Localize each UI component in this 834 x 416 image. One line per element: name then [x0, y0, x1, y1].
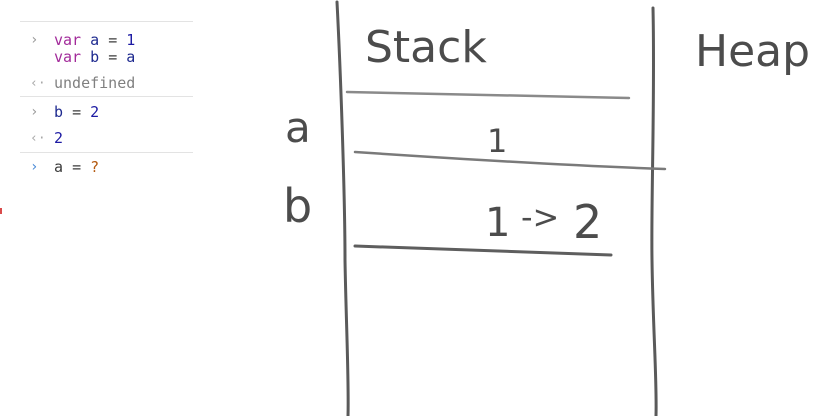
code-line: var b = a [54, 48, 136, 66]
scroll-marker [0, 208, 2, 214]
heap-label: Heap [695, 26, 810, 77]
result-value: undefined [54, 74, 136, 92]
whiteboard-canvas: Stack Heap a b 1 1 -> 2 [283, 0, 810, 416]
result-arrow-icon: ‹· [30, 131, 46, 146]
stack-row-line [353, 150, 667, 171]
cell-b-new-value: 2 [573, 195, 602, 249]
console-entry-result: ‹· 2 [30, 130, 195, 147]
code-line: var a = 1 [54, 31, 136, 49]
console-panel: › var a = 1 var b = a ‹· undefined › b =… [0, 0, 195, 416]
whiteboard: Stack Heap a b 1 1 -> 2 [195, 0, 834, 416]
prompt-chevron-icon: › [30, 104, 39, 120]
prompt-chevron-icon: › [30, 159, 39, 175]
console-entry-input[interactable]: › var a = 1 var b = a [30, 32, 195, 68]
console-separator [20, 96, 193, 97]
cell-b-old-value: 1 [485, 200, 510, 246]
console-prompt-input[interactable]: › a = ? [30, 159, 195, 176]
stack-row-line [345, 90, 631, 100]
cell-b-arrow: -> [521, 198, 559, 236]
result-value: 2 [54, 129, 64, 147]
row-label-b: b [283, 179, 312, 233]
code-line: b = 2 [54, 103, 100, 121]
stack-left-border [335, 0, 350, 416]
row-label-a: a [285, 103, 311, 152]
console-entry-input[interactable]: › b = 2 [30, 104, 195, 121]
result-arrow-icon: ‹· [30, 76, 46, 91]
code-line: a = ? [54, 158, 100, 176]
prompt-chevron-icon: › [30, 32, 39, 48]
stack-right-border [650, 6, 658, 416]
console-entry-result: ‹· undefined [30, 75, 195, 92]
console-separator [20, 152, 193, 153]
cell-a-value: 1 [487, 122, 507, 160]
stack-label: Stack [365, 22, 487, 73]
stack-row-line [353, 244, 613, 257]
console-separator [20, 21, 193, 22]
